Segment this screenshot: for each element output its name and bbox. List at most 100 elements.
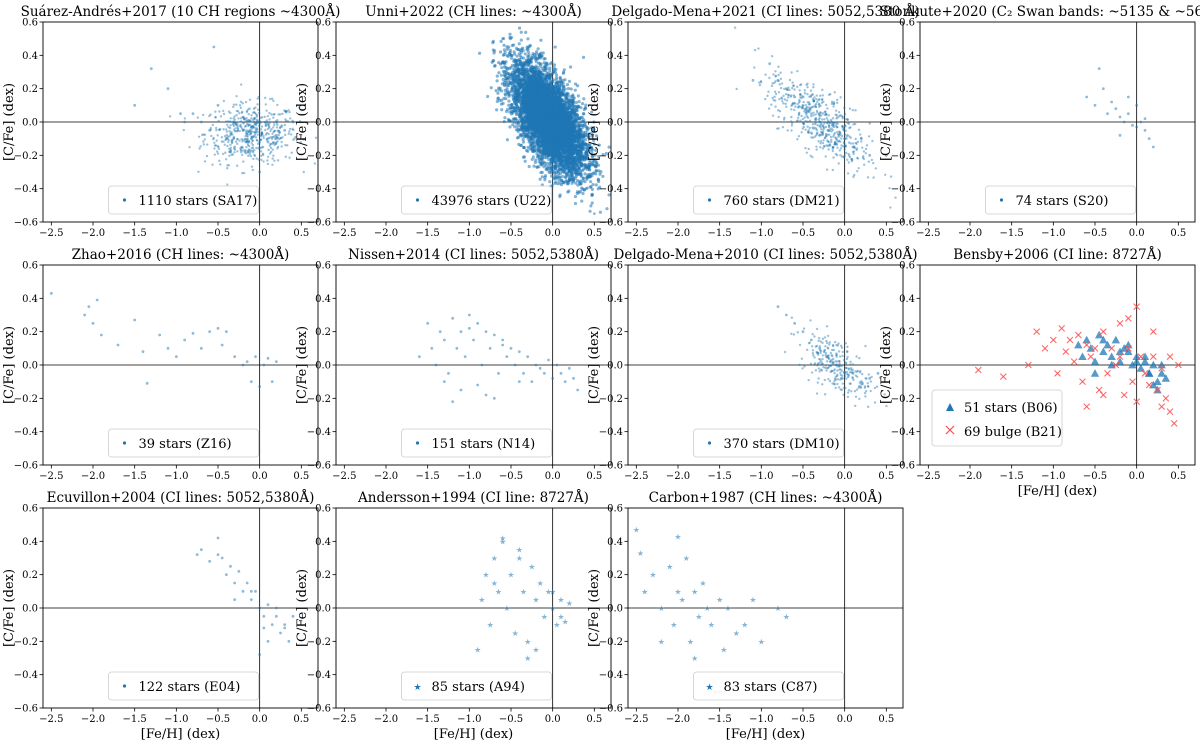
- data-point: [272, 121, 276, 124]
- data-point: [245, 140, 249, 143]
- data-point: [223, 135, 227, 138]
- data-point: [235, 103, 238, 106]
- data-point: [229, 133, 232, 137]
- data-point: [244, 137, 247, 141]
- data-point: [284, 110, 287, 113]
- data-point: [297, 106, 301, 109]
- data-point: [516, 122, 520, 126]
- data-point: [254, 132, 257, 135]
- data-point: [259, 138, 262, 142]
- data-point: [496, 91, 500, 95]
- data-point: [211, 163, 214, 166]
- data-point: [255, 122, 258, 125]
- data-point: [261, 145, 265, 149]
- data-point: [253, 122, 257, 126]
- data-point: [252, 120, 256, 124]
- data-point: [269, 129, 272, 133]
- data-point: [500, 66, 504, 70]
- data-point: [232, 105, 235, 109]
- data-point: [259, 128, 263, 131]
- data-point: [250, 125, 253, 129]
- data-point: [247, 140, 251, 144]
- data-point: [588, 185, 593, 189]
- data-point: [247, 139, 250, 143]
- data-point: [250, 142, 253, 145]
- data-point: [244, 100, 248, 104]
- data-point: [563, 169, 568, 174]
- data-point: [226, 167, 229, 170]
- data-point: [286, 120, 290, 123]
- data-point: [525, 67, 529, 71]
- data-point: [599, 170, 603, 174]
- data-point: [268, 144, 272, 147]
- data-point: [267, 132, 270, 136]
- data-point: [241, 121, 245, 124]
- data-point: [251, 151, 255, 154]
- data-point: [266, 159, 269, 162]
- data-point: [284, 143, 287, 147]
- data-point: [239, 123, 242, 126]
- data-point: [241, 149, 245, 152]
- data-point: [271, 157, 274, 160]
- data-point: [283, 123, 286, 127]
- data-point: [523, 159, 527, 163]
- data-point: [262, 134, 265, 138]
- data-point: [313, 162, 317, 165]
- data-point: [511, 123, 515, 127]
- data-point: [584, 163, 588, 167]
- data-point: [221, 152, 225, 156]
- data-point: [242, 117, 246, 120]
- data-point: [273, 129, 276, 133]
- data-point: [538, 64, 542, 68]
- data-point: [238, 104, 242, 107]
- data-point: [232, 136, 236, 139]
- data-point: [259, 138, 263, 141]
- data-point: [179, 112, 182, 116]
- data-point: [273, 159, 276, 162]
- data-point: [258, 119, 261, 123]
- data-point: [278, 131, 282, 134]
- data-point: [507, 51, 512, 55]
- y-tick-label: −0.2: [307, 151, 331, 162]
- data-point: [249, 130, 252, 134]
- data-point: [271, 148, 274, 151]
- data-point: [228, 154, 231, 158]
- data-point: [244, 124, 247, 128]
- data-point: [290, 151, 293, 154]
- data-point: [302, 170, 305, 174]
- data-point: [220, 135, 224, 139]
- data-point: [283, 109, 286, 112]
- data-point: [215, 150, 219, 153]
- data-point: [205, 143, 209, 146]
- data-point: [274, 120, 277, 123]
- data-point: [228, 120, 231, 123]
- data-point: [269, 142, 272, 146]
- data-point: [509, 56, 514, 60]
- data-point: [274, 142, 278, 145]
- data-point: [251, 168, 255, 172]
- data-point: [512, 67, 516, 71]
- data-point: [259, 122, 262, 125]
- data-point: [541, 147, 545, 151]
- data-point: [253, 117, 256, 120]
- data-point: [202, 140, 205, 143]
- data-point: [234, 127, 237, 130]
- data-point: [519, 143, 523, 147]
- data-point: [233, 130, 237, 133]
- data-point: [214, 110, 217, 113]
- data-point: [592, 138, 596, 143]
- data-point: [576, 94, 580, 98]
- data-point: [248, 140, 251, 143]
- data-point: [292, 138, 295, 142]
- data-point: [498, 50, 503, 54]
- data-point: [557, 178, 561, 182]
- data-point: [581, 191, 585, 196]
- data-point: [242, 116, 245, 120]
- data-point: [238, 129, 242, 133]
- data-point: [496, 97, 500, 101]
- data-point: [314, 136, 318, 140]
- data-point: [592, 120, 596, 124]
- data-point: [591, 127, 595, 132]
- data-point: [558, 176, 562, 180]
- data-point: [302, 138, 305, 141]
